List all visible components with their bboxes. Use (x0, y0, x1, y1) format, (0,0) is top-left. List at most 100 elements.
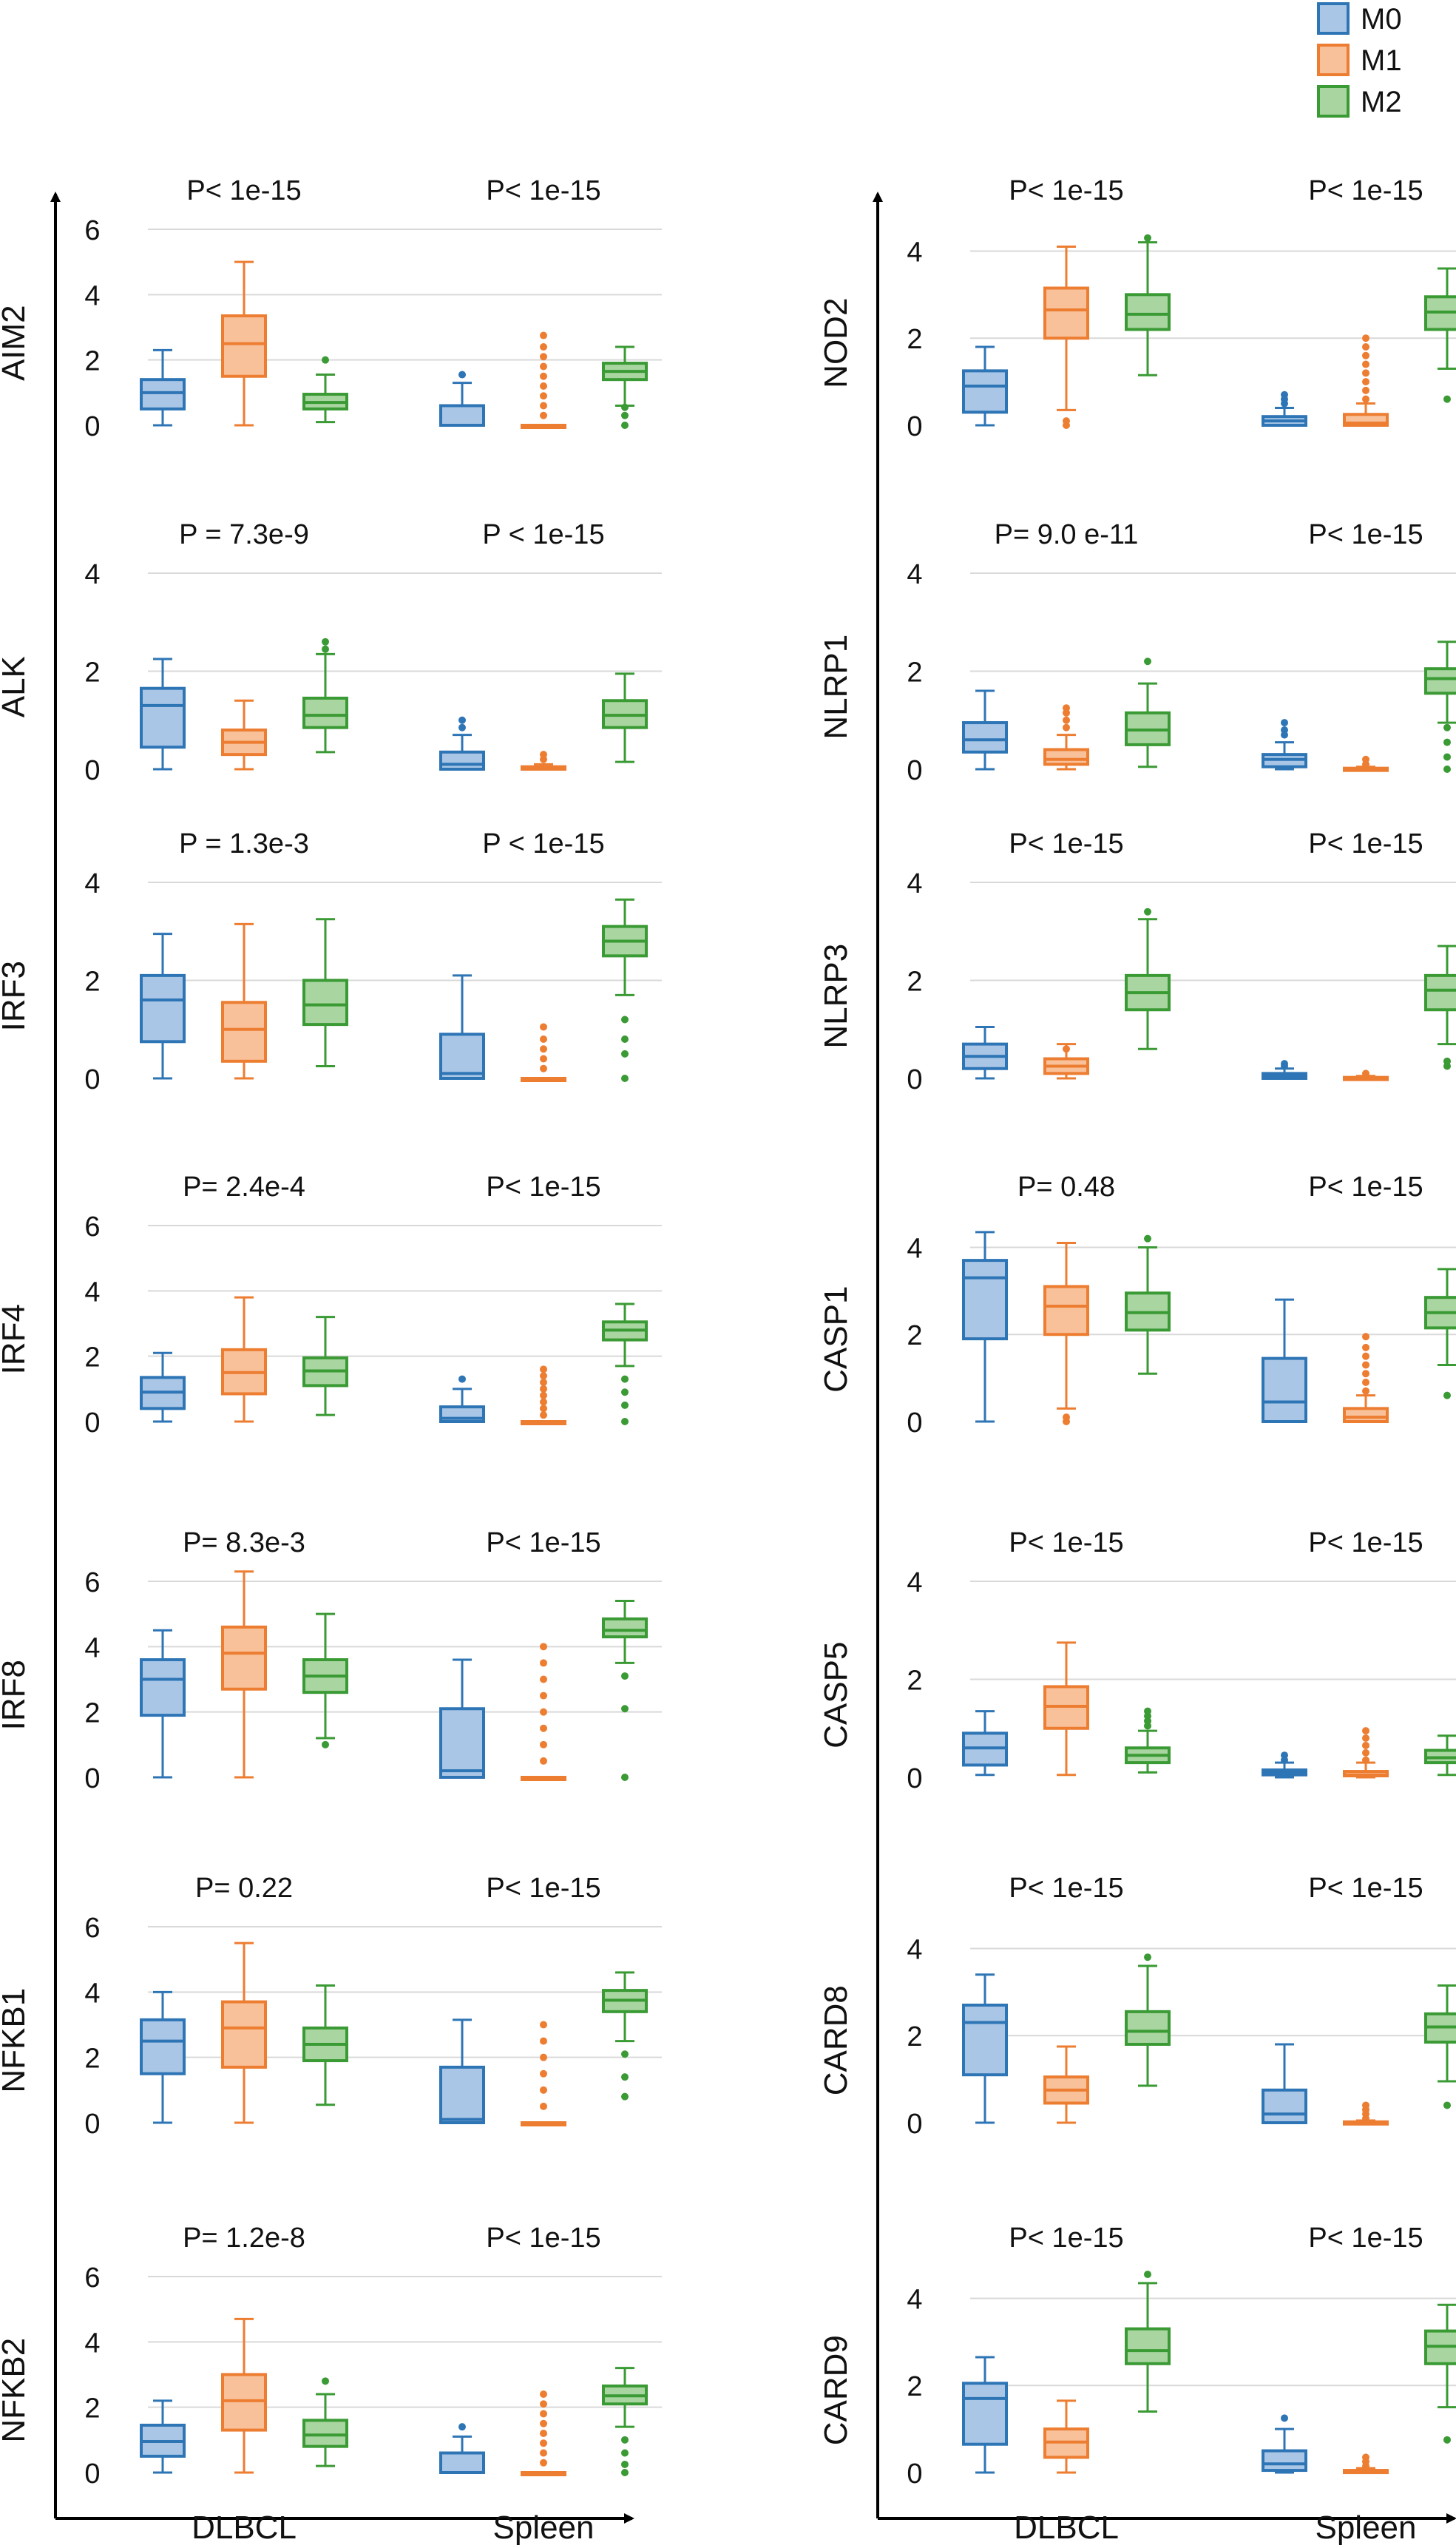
p-value-label: P< 1e-15 (486, 1873, 600, 1904)
box-nlrp3-spleen-m1 (1343, 1069, 1389, 1081)
outlier-point (540, 751, 547, 759)
iqr-box (1043, 748, 1089, 766)
axes: DLBCL Spleen DLBCL Spleen (50, 192, 1456, 2546)
box-nlrp1-spleen-m1 (1343, 755, 1389, 772)
x-category-label: Spleen (1315, 2510, 1416, 2546)
box-irf3-dlbcl-m2 (302, 918, 348, 1067)
box-nod2-spleen-m0 (1262, 391, 1307, 428)
box-card9-spleen-m2 (1424, 2303, 1456, 2444)
y-tick-label: 2 (84, 2393, 100, 2424)
outlier-point (1443, 723, 1451, 731)
box-irf4-dlbcl-m1 (221, 1296, 267, 1423)
y-tick-label: 2 (907, 2371, 922, 2402)
p-value-label: P< 1e-15 (1308, 175, 1423, 206)
box-nlrp3-spleen-m0 (1262, 1060, 1307, 1080)
box-casp5-dlbcl-m0 (962, 1710, 1008, 1777)
outlier-point (540, 2459, 547, 2467)
outlier-point (540, 353, 547, 361)
outlier-point (540, 1405, 547, 1413)
box-card8-dlbcl-m0 (962, 1973, 1008, 2124)
outlier-point (621, 1418, 629, 1425)
p-value-label: P < 1e-15 (482, 828, 604, 859)
y-tick-label: 2 (84, 967, 100, 998)
legend-label: M0 (1361, 3, 1402, 36)
box-nod2-dlbcl-m2 (1125, 234, 1171, 376)
outlier-point (1362, 343, 1369, 351)
box-nlrp1-dlbcl-m0 (962, 689, 1008, 771)
p-value-label: P< 1e-15 (1308, 1873, 1423, 1904)
legend-entry-m2: M2 (1317, 85, 1402, 118)
outlier-point (540, 382, 547, 390)
outlier-point (1362, 1361, 1369, 1369)
panel-nlrp3: 0 2 4 NLRP3 P< 1e-15 P< 1e-15 (818, 828, 1456, 1095)
box-casp5-dlbcl-m1 (1043, 1641, 1089, 1777)
gene-label: CASP1 (818, 1286, 854, 1393)
outlier-point (1063, 716, 1070, 724)
outlier-point (621, 1035, 629, 1043)
y-tick-label: 0 (84, 1408, 100, 1439)
y-tick-label: 6 (84, 1913, 100, 1944)
y-tick-label: 0 (84, 2109, 100, 2140)
box-card8-spleen-m2 (1424, 1984, 1456, 2109)
p-value-label: P < 1e-15 (482, 519, 604, 550)
box-aim2-dlbcl-m0 (140, 348, 186, 427)
y-tick-label: 0 (907, 1064, 922, 1095)
box-aim2-spleen-m0 (439, 371, 485, 427)
panel-irf3: 0 2 4 IRF3 P = 1.3e-3 P < 1e-15 (0, 828, 662, 1095)
p-value-label: P< 1e-15 (186, 175, 301, 206)
box-nlrp1-dlbcl-m2 (1125, 658, 1171, 768)
box-irf3-spleen-m0 (439, 974, 485, 1080)
y-tick-label: 4 (84, 1632, 100, 1663)
legend-swatch-m0 (1317, 2, 1350, 35)
outlier-point (540, 1023, 547, 1031)
box-aim2-dlbcl-m1 (221, 260, 267, 427)
panel-card9: 0 2 4 CARD9 P< 1e-15 P< 1e-15 (818, 2223, 1456, 2490)
outlier-point (1362, 1333, 1369, 1341)
panels: 0 2 4 6 AIM2 P< 1e-15 P< 1e-15 0 2 4 ALK P = 7.3e-9… (0, 175, 1456, 2490)
outlier-point (322, 356, 329, 364)
iqr-box (1125, 2327, 1171, 2365)
box-card9-dlbcl-m1 (1043, 2399, 1089, 2474)
p-value-label: P< 1e-15 (486, 175, 600, 206)
box-aim2-dlbcl-m2 (302, 356, 348, 424)
outlier-point (1281, 1751, 1288, 1760)
box-alk-dlbcl-m2 (302, 638, 348, 754)
outlier-point (540, 1757, 547, 1765)
outlier-point (540, 1708, 547, 1716)
outlier-point (540, 1724, 547, 1732)
box-irf4-dlbcl-m0 (140, 1351, 186, 1423)
outlier-point (1362, 2101, 1369, 2109)
outlier-point (621, 2050, 629, 2058)
outlier-point (458, 1375, 466, 1383)
y-tick-label: 0 (907, 755, 922, 786)
outlier-point (1362, 1352, 1369, 1360)
gene-label: AIM2 (0, 305, 32, 381)
panel-card8: 0 2 4 CARD8 P< 1e-15 P< 1e-15 (818, 1873, 1456, 2140)
box-irf4-spleen-m2 (602, 1302, 648, 1425)
panel-casp5: 0 2 4 CASP5 P< 1e-15 P< 1e-15 (818, 1527, 1456, 1794)
box-nlrp3-dlbcl-m2 (1125, 908, 1171, 1050)
box-card8-dlbcl-m2 (1125, 1953, 1171, 2087)
outlier-point (540, 2102, 547, 2110)
outlier-point (1362, 1756, 1369, 1764)
gene-label: NFKB2 (0, 2338, 32, 2443)
box-nlrp3-dlbcl-m0 (962, 1025, 1008, 1080)
box-card9-spleen-m0 (1262, 2414, 1307, 2474)
outlier-point (1362, 1748, 1369, 1757)
outlier-point (540, 392, 547, 400)
box-alk-dlbcl-m0 (140, 658, 186, 771)
y-tick-label: 4 (907, 1567, 922, 1598)
outlier-point (621, 2436, 629, 2444)
outlier-point (540, 1385, 547, 1393)
box-card9-dlbcl-m0 (962, 2356, 1008, 2474)
p-value-label: P< 1e-15 (1009, 2223, 1123, 2254)
outlier-point (540, 402, 547, 410)
iqr-box (439, 750, 485, 771)
outlier-point (1362, 334, 1369, 342)
outlier-point (1362, 351, 1369, 359)
box-alk-spleen-m2 (602, 672, 648, 763)
y-tick-label: 2 (907, 2021, 922, 2052)
outlier-point (540, 2439, 547, 2447)
outlier-point (1362, 1069, 1369, 1078)
y-tick-label: 0 (907, 1763, 922, 1794)
